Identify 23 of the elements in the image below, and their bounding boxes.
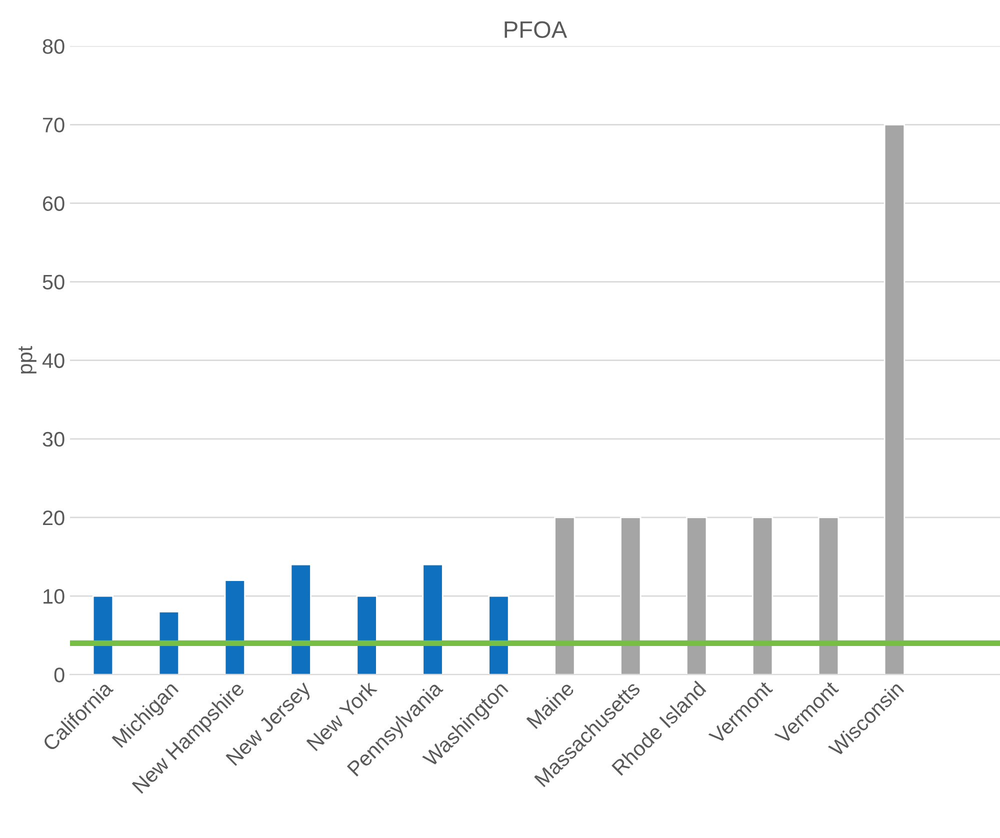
bar [554, 516, 576, 675]
y-axis-title: ppt [18, 346, 36, 374]
y-tick-label: 60 [43, 196, 64, 211]
y-tick-label: 50 [42, 274, 64, 290]
y-tick-label: 80 [42, 39, 64, 54]
y-tick-label: 40 [42, 353, 64, 368]
bar [290, 564, 312, 675]
y-tick-label: 10 [44, 589, 64, 604]
bar [752, 516, 774, 675]
bar [92, 595, 114, 675]
bar [224, 580, 246, 675]
bar [884, 124, 906, 675]
bar [488, 595, 510, 675]
bar [356, 595, 378, 675]
y-tick-label: 30 [42, 432, 64, 447]
chart-title: PFOA [504, 21, 568, 38]
y-tick-label: 20 [43, 510, 64, 526]
bar [818, 516, 840, 675]
bar [422, 564, 444, 675]
y-tick-label: 0 [54, 668, 64, 682]
bar [620, 516, 642, 675]
y-tick-label: 70 [43, 118, 64, 132]
bar [686, 516, 708, 675]
